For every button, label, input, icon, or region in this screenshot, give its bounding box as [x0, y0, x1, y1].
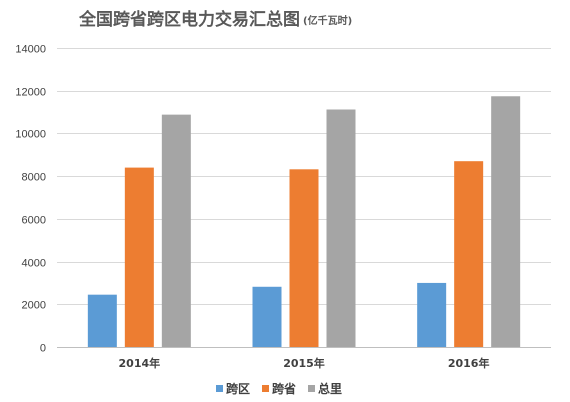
x-tick-label: 2014年 [119, 356, 161, 370]
y-tick-label: 14000 [15, 44, 46, 56]
bar-3-1 [161, 114, 191, 348]
bar-3-2 [326, 109, 356, 347]
legend-swatch [308, 385, 315, 392]
bar-2-3 [454, 161, 484, 347]
y-tick-label: 6000 [22, 215, 46, 227]
legend-swatch [262, 385, 269, 392]
y-tick-label: 2000 [22, 300, 46, 312]
y-tick-label: 0 [40, 343, 46, 355]
legend-label: 跨省 [272, 381, 296, 396]
legend-label: 跨区 [226, 382, 250, 396]
y-tick-label: 10000 [15, 129, 46, 141]
chart-title: 全国跨省跨区电力交易汇总图 (亿千瓦时) [78, 9, 352, 30]
x-tick-label: 2015年 [283, 356, 325, 370]
bar-2-2 [289, 169, 319, 347]
bar-1-1 [87, 294, 117, 347]
x-axis-ticks: 2014年 2015年 2016年 [119, 356, 490, 370]
bars [87, 96, 521, 348]
legend: 跨区 跨省 总里 [216, 381, 342, 396]
y-tick-label: 4000 [22, 258, 46, 270]
legend-swatch [216, 385, 223, 392]
y-axis-ticks: 0 2000 4000 6000 8000 10000 12000 14000 [15, 44, 46, 355]
y-tick-label: 12000 [15, 87, 46, 99]
y-tick-label: 8000 [22, 172, 46, 184]
chart-title-main: 全国跨省跨区电力交易汇总图 [78, 9, 300, 30]
x-tick-label: 2016年 [448, 356, 490, 370]
bar-1-2 [252, 286, 282, 347]
bar-1-3 [417, 282, 447, 347]
legend-label: 总里 [318, 381, 342, 396]
chart-title-unit: (亿千瓦时) [303, 14, 352, 27]
bar-2-1 [124, 167, 154, 347]
bar-3-3 [491, 96, 521, 347]
